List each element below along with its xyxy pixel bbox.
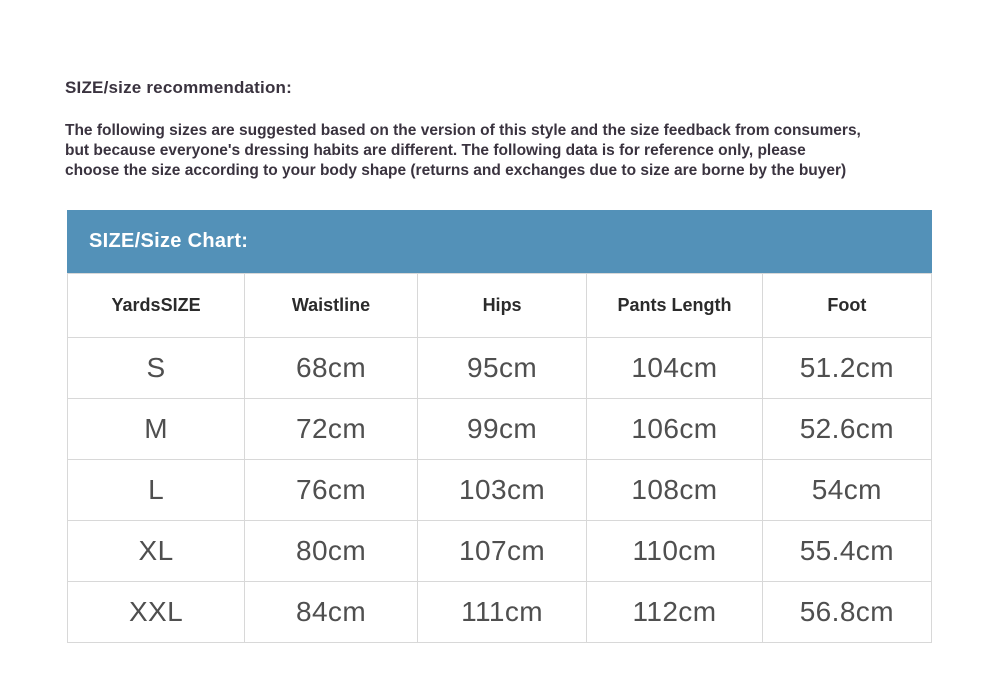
paragraph-line: but because everyone's dressing habits a… (65, 142, 806, 159)
column-header-foot: Foot (761, 273, 933, 338)
cell-hips: 103cm (416, 459, 588, 521)
table-row-l: L 76cm 103cm 108cm 54cm (66, 459, 933, 521)
column-header-pants-length: Pants Length (586, 273, 763, 338)
cell-foot: 55.4cm (761, 520, 933, 582)
column-header-size: YardsSIZE (66, 273, 246, 338)
cell-size: S (66, 337, 246, 399)
cell-pants-length: 104cm (586, 337, 763, 399)
cell-size: M (66, 398, 246, 460)
cell-foot: 52.6cm (761, 398, 933, 460)
size-table-body: S 68cm 95cm 104cm 51.2cm M 72cm 99cm 106… (66, 337, 933, 643)
table-header-row: YardsSIZE Waistline Hips Pants Length Fo… (66, 273, 933, 338)
cell-size: XXL (66, 581, 246, 643)
cell-hips: 99cm (416, 398, 588, 460)
cell-hips: 107cm (416, 520, 588, 582)
cell-size: XL (66, 520, 246, 582)
size-table-header: YardsSIZE Waistline Hips Pants Length Fo… (66, 273, 933, 338)
table-row-xxl: XXL 84cm 111cm 112cm 56.8cm (66, 581, 933, 643)
paragraph-line: The following sizes are suggested based … (65, 122, 861, 139)
cell-waistline: 72cm (244, 398, 418, 460)
size-chart-container: SIZE/Size Chart: YardsSIZE Waistline Hip… (66, 210, 933, 643)
cell-size: L (66, 459, 246, 521)
cell-waistline: 68cm (244, 337, 418, 399)
cell-pants-length: 108cm (586, 459, 763, 521)
cell-foot: 51.2cm (761, 337, 933, 399)
cell-hips: 111cm (416, 581, 588, 643)
table-row-xl: XL 80cm 107cm 110cm 55.4cm (66, 520, 933, 582)
size-recommendation-heading: SIZE/size recommendation: (65, 78, 292, 97)
cell-waistline: 80cm (244, 520, 418, 582)
table-row-s: S 68cm 95cm 104cm 51.2cm (66, 337, 933, 399)
cell-pants-length: 110cm (586, 520, 763, 582)
cell-waistline: 84cm (244, 581, 418, 643)
size-chart-title-bar: SIZE/Size Chart: (67, 210, 932, 273)
paragraph-line: choose the size according to your body s… (65, 162, 847, 179)
cell-pants-length: 112cm (586, 581, 763, 643)
column-header-hips: Hips (416, 273, 588, 338)
column-header-waistline: Waistline (244, 273, 418, 338)
cell-foot: 56.8cm (761, 581, 933, 643)
table-row-m: M 72cm 99cm 106cm 52.6cm (66, 398, 933, 460)
cell-pants-length: 106cm (586, 398, 763, 460)
size-recommendation-paragraph: The following sizes are suggested based … (65, 121, 861, 181)
cell-hips: 95cm (416, 337, 588, 399)
cell-foot: 54cm (761, 459, 933, 521)
cell-waistline: 76cm (244, 459, 418, 521)
size-table: YardsSIZE Waistline Hips Pants Length Fo… (66, 273, 933, 643)
